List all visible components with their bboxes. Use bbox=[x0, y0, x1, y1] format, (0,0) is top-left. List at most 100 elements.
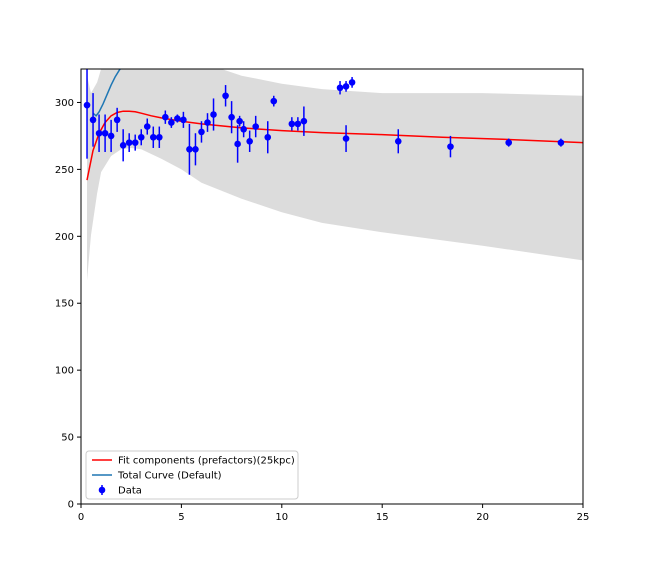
data-marker bbox=[137, 133, 145, 141]
y-tick-label: 250 bbox=[55, 165, 74, 176]
data-marker bbox=[156, 133, 163, 141]
curve-layer bbox=[86, 69, 583, 181]
legend-label: Total Curve (Default) bbox=[117, 471, 222, 482]
data-marker bbox=[236, 117, 243, 125]
data-point bbox=[394, 129, 402, 154]
data-marker bbox=[264, 133, 272, 141]
data-point bbox=[210, 98, 217, 131]
y-tick-label: 100 bbox=[55, 366, 74, 377]
data-marker bbox=[89, 116, 97, 124]
data-point bbox=[240, 121, 247, 138]
data-marker bbox=[240, 125, 247, 133]
data-marker bbox=[222, 92, 229, 100]
data-point bbox=[162, 110, 169, 124]
data-marker bbox=[180, 116, 187, 124]
data-point bbox=[107, 119, 115, 152]
data-point bbox=[348, 77, 356, 88]
data-marker bbox=[348, 79, 356, 86]
data-point bbox=[288, 117, 296, 131]
data-marker bbox=[168, 119, 175, 126]
data-point bbox=[252, 115, 259, 138]
data-marker bbox=[119, 141, 127, 149]
data-marker bbox=[83, 101, 91, 109]
data-marker bbox=[252, 123, 259, 130]
data-marker bbox=[342, 135, 350, 142]
data-marker bbox=[204, 119, 211, 126]
legend: Fit components (prefactors)(25kpc) Total … bbox=[85, 450, 299, 500]
data-point bbox=[222, 85, 229, 107]
data-point bbox=[342, 81, 350, 92]
data-marker bbox=[125, 139, 133, 146]
data-marker bbox=[270, 97, 278, 105]
x-axis: 0 5 10 15 20 25 bbox=[78, 504, 590, 523]
data-point bbox=[125, 133, 133, 152]
data-point bbox=[264, 121, 272, 154]
x-tick-label: 0 bbox=[78, 512, 84, 523]
data-marker bbox=[300, 117, 308, 125]
legend-box bbox=[85, 450, 299, 500]
data-marker bbox=[95, 129, 103, 137]
data-point bbox=[149, 126, 157, 148]
data-marker bbox=[131, 139, 139, 146]
data-point bbox=[204, 113, 211, 132]
data-marker bbox=[557, 139, 565, 146]
data-marker bbox=[246, 137, 253, 145]
data-point bbox=[95, 114, 103, 152]
confidence-band bbox=[87, 69, 583, 281]
data-point bbox=[236, 115, 243, 127]
data-points-layer bbox=[83, 69, 565, 175]
y-tick-label: 300 bbox=[55, 98, 74, 109]
x-tick-label: 25 bbox=[577, 512, 590, 523]
data-marker bbox=[336, 84, 344, 92]
data-point bbox=[119, 129, 127, 162]
data-point bbox=[228, 101, 235, 134]
data-marker bbox=[143, 123, 151, 130]
legend-item: Total Curve (Default) bbox=[92, 471, 222, 482]
data-point bbox=[336, 81, 344, 95]
x-tick-label: 5 bbox=[178, 512, 184, 523]
data-point bbox=[505, 138, 513, 147]
data-point bbox=[131, 134, 139, 151]
data-marker bbox=[113, 116, 121, 124]
data-point bbox=[89, 93, 97, 147]
fit-components-line bbox=[86, 110, 583, 181]
legend-marker-swatch bbox=[98, 486, 106, 494]
data-point bbox=[557, 138, 565, 147]
data-marker bbox=[288, 120, 296, 128]
data-point bbox=[294, 117, 302, 131]
plot-frame bbox=[80, 68, 584, 505]
data-marker bbox=[186, 146, 193, 153]
data-point bbox=[192, 133, 199, 166]
data-marker bbox=[342, 83, 350, 90]
data-marker bbox=[394, 137, 402, 145]
y-tick-label: 150 bbox=[55, 299, 74, 310]
y-tick-label: 0 bbox=[68, 500, 74, 511]
data-point bbox=[246, 130, 253, 152]
data-point bbox=[198, 121, 205, 143]
confidence-band-layer bbox=[87, 69, 583, 281]
x-tick-label: 10 bbox=[275, 512, 288, 523]
data-marker bbox=[505, 139, 513, 146]
data-marker bbox=[210, 111, 217, 118]
data-point bbox=[168, 117, 175, 128]
data-marker bbox=[174, 115, 181, 122]
data-marker bbox=[228, 113, 235, 121]
data-point bbox=[186, 123, 193, 175]
data-marker bbox=[234, 140, 241, 148]
data-point bbox=[270, 95, 278, 107]
x-tick-label: 20 bbox=[476, 512, 489, 523]
data-point bbox=[447, 135, 454, 158]
data-point bbox=[300, 106, 308, 136]
data-marker bbox=[294, 120, 302, 128]
y-axis: 0 50 100 150 200 250 300 bbox=[55, 98, 81, 511]
legend-label: Data bbox=[118, 486, 142, 497]
data-marker bbox=[198, 128, 205, 136]
data-point bbox=[156, 126, 163, 148]
data-marker bbox=[149, 133, 157, 141]
data-marker bbox=[107, 132, 115, 140]
data-point bbox=[180, 111, 187, 128]
legend-label: Fit components (prefactors)(25kpc) bbox=[118, 456, 295, 467]
data-point bbox=[101, 114, 109, 152]
legend-item: Fit components (prefactors)(25kpc) bbox=[92, 456, 295, 467]
